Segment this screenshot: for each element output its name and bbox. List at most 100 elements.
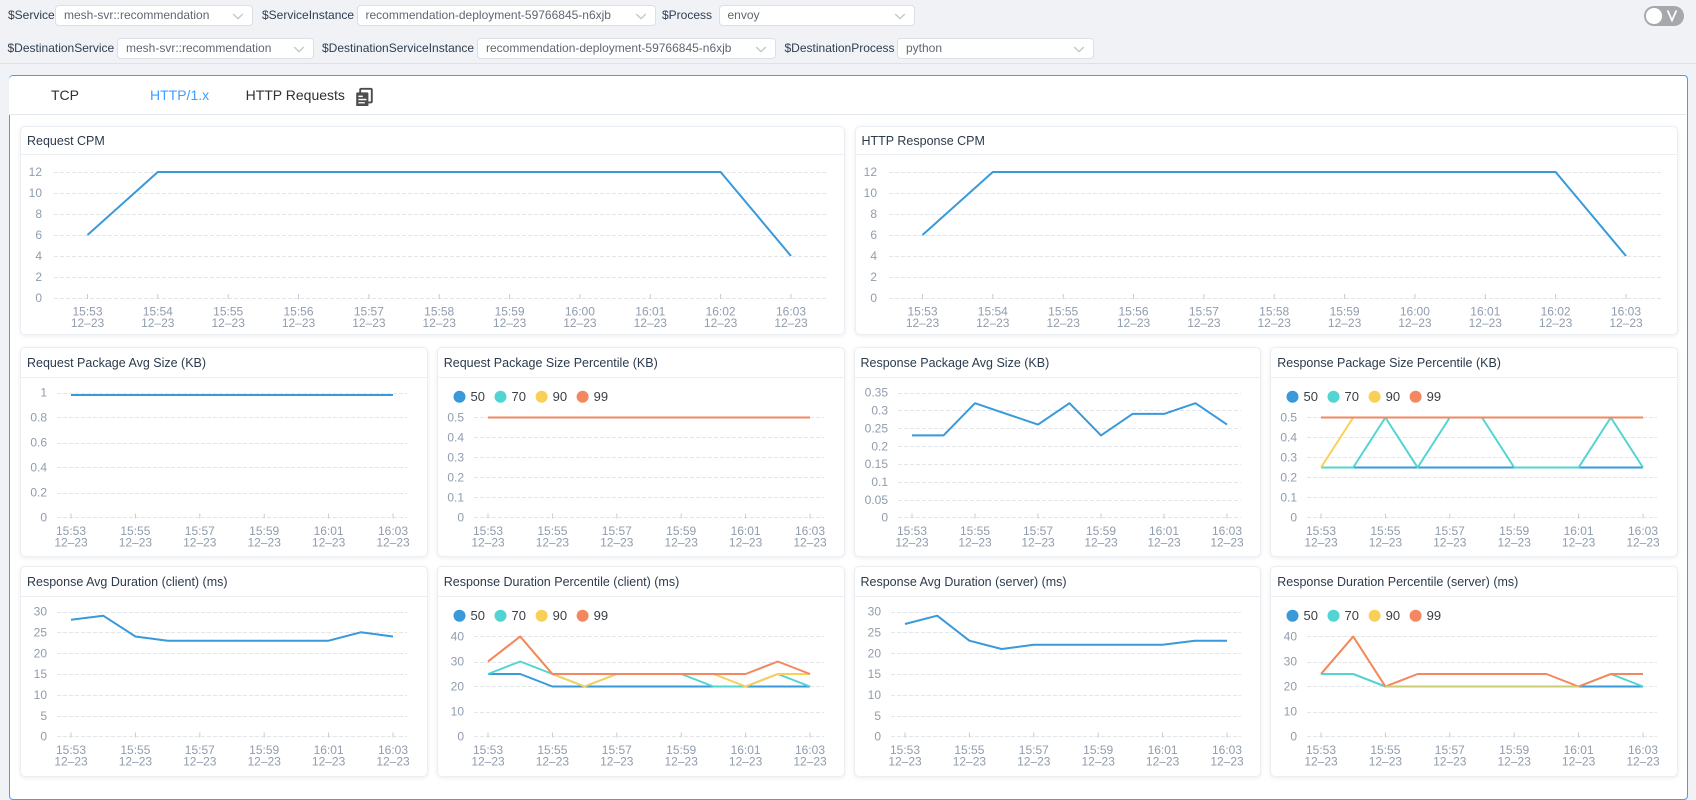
svg-text:0.2: 0.2 — [871, 439, 888, 453]
svg-text:12–23: 12–23 — [952, 755, 986, 769]
svg-text:0.4: 0.4 — [447, 430, 464, 444]
svg-text:12–23: 12–23 — [729, 535, 763, 549]
svg-text:15:56: 15:56 — [1118, 305, 1148, 319]
svg-text:16:00: 16:00 — [1399, 305, 1429, 319]
svg-text:0.2: 0.2 — [30, 485, 47, 499]
svg-text:16:01: 16:01 — [1564, 524, 1594, 538]
svg-text:12–23: 12–23 — [1538, 316, 1572, 330]
svg-text:15:55: 15:55 — [213, 305, 243, 319]
svg-text:0.8: 0.8 — [30, 410, 47, 424]
svg-text:30: 30 — [1284, 655, 1298, 669]
svg-text:12–23: 12–23 — [1627, 535, 1661, 549]
svg-text:12–23: 12–23 — [248, 535, 282, 549]
svg-text:0.15: 0.15 — [864, 457, 888, 471]
svg-text:16:03: 16:03 — [776, 305, 806, 319]
svg-text:12–23: 12–23 — [1627, 755, 1661, 769]
svg-text:12–23: 12–23 — [704, 316, 738, 330]
svg-text:0: 0 — [1291, 510, 1298, 524]
svg-text:99: 99 — [593, 608, 607, 623]
svg-text:15:59: 15:59 — [249, 524, 279, 538]
svg-text:6: 6 — [35, 228, 42, 242]
svg-text:0: 0 — [870, 291, 877, 305]
svg-text:15:55: 15:55 — [954, 743, 984, 757]
svg-text:12–23: 12–23 — [1305, 755, 1339, 769]
svg-text:0: 0 — [874, 730, 881, 744]
svg-text:0: 0 — [40, 510, 47, 524]
svg-text:12–23: 12–23 — [282, 316, 316, 330]
svg-text:12–23: 12–23 — [54, 535, 88, 549]
svg-text:12–23: 12–23 — [1433, 755, 1467, 769]
svg-text:12–23: 12–23 — [1327, 316, 1361, 330]
svg-text:10: 10 — [34, 688, 48, 702]
svg-text:15:55: 15:55 — [120, 743, 150, 757]
svg-text:12–23: 12–23 — [376, 755, 410, 769]
svg-text:16:01: 16:01 — [1564, 743, 1594, 757]
svg-text:99: 99 — [1427, 389, 1441, 404]
svg-text:12–23: 12–23 — [119, 755, 153, 769]
svg-text:16:00: 16:00 — [565, 305, 595, 319]
svg-text:90: 90 — [1386, 389, 1400, 404]
svg-text:15:55: 15:55 — [1371, 743, 1401, 757]
svg-text:4: 4 — [35, 249, 42, 263]
svg-text:16:01: 16:01 — [1470, 305, 1500, 319]
svg-text:12–23: 12–23 — [664, 535, 698, 549]
svg-text:90: 90 — [552, 608, 566, 623]
svg-text:10: 10 — [867, 688, 881, 702]
svg-text:12: 12 — [863, 165, 877, 179]
svg-text:15:57: 15:57 — [1022, 524, 1052, 538]
svg-text:15:57: 15:57 — [1435, 524, 1465, 538]
svg-text:16:01: 16:01 — [635, 305, 665, 319]
svg-text:0: 0 — [881, 510, 888, 524]
svg-text:15:54: 15:54 — [143, 305, 173, 319]
svg-text:99: 99 — [1427, 608, 1441, 623]
svg-text:70: 70 — [1345, 389, 1359, 404]
svg-text:0.6: 0.6 — [30, 435, 47, 449]
svg-text:15:58: 15:58 — [1259, 305, 1289, 319]
svg-text:12–23: 12–23 — [729, 755, 763, 769]
svg-text:12–23: 12–23 — [1305, 535, 1339, 549]
svg-text:16:02: 16:02 — [1540, 305, 1570, 319]
svg-text:1: 1 — [40, 385, 47, 399]
svg-text:16:03: 16:03 — [1610, 305, 1640, 319]
svg-text:12–23: 12–23 — [1021, 535, 1055, 549]
svg-text:16:02: 16:02 — [706, 305, 736, 319]
svg-text:90: 90 — [552, 389, 566, 404]
svg-text:12–23: 12–23 — [1145, 755, 1179, 769]
svg-text:30: 30 — [867, 605, 881, 619]
svg-text:20: 20 — [867, 646, 881, 660]
svg-text:15:55: 15:55 — [537, 524, 567, 538]
svg-text:15:59: 15:59 — [1085, 524, 1115, 538]
svg-text:15:57: 15:57 — [185, 743, 215, 757]
svg-text:12–23: 12–23 — [1562, 755, 1596, 769]
svg-text:12–23: 12–23 — [183, 755, 217, 769]
svg-text:12–23: 12–23 — [71, 316, 105, 330]
svg-text:12–23: 12–23 — [664, 755, 698, 769]
svg-text:0.3: 0.3 — [447, 450, 464, 464]
svg-text:5: 5 — [874, 709, 881, 723]
svg-text:12–23: 12–23 — [976, 316, 1010, 330]
svg-text:15:57: 15:57 — [354, 305, 384, 319]
svg-text:15:53: 15:53 — [1306, 743, 1336, 757]
svg-text:12–23: 12–23 — [1257, 316, 1291, 330]
svg-text:0: 0 — [40, 730, 47, 744]
svg-text:15:59: 15:59 — [666, 524, 696, 538]
svg-text:15:55: 15:55 — [537, 743, 567, 757]
svg-text:12: 12 — [29, 165, 43, 179]
svg-text:50: 50 — [470, 389, 484, 404]
svg-text:0.3: 0.3 — [871, 403, 888, 417]
svg-text:8: 8 — [870, 207, 877, 221]
svg-text:12–23: 12–23 — [1468, 316, 1502, 330]
svg-text:6: 6 — [870, 228, 877, 242]
svg-text:20: 20 — [450, 680, 464, 694]
svg-text:12–23: 12–23 — [1369, 755, 1403, 769]
svg-text:15:55: 15:55 — [1048, 305, 1078, 319]
svg-text:10: 10 — [29, 186, 43, 200]
svg-text:16:01: 16:01 — [1148, 524, 1178, 538]
svg-text:12–23: 12–23 — [1210, 535, 1244, 549]
svg-text:15:53: 15:53 — [1306, 524, 1336, 538]
svg-text:15:53: 15:53 — [896, 524, 926, 538]
svg-text:12–23: 12–23 — [312, 535, 346, 549]
svg-text:15:53: 15:53 — [473, 743, 503, 757]
svg-text:15:53: 15:53 — [72, 305, 102, 319]
svg-text:2: 2 — [35, 270, 42, 284]
